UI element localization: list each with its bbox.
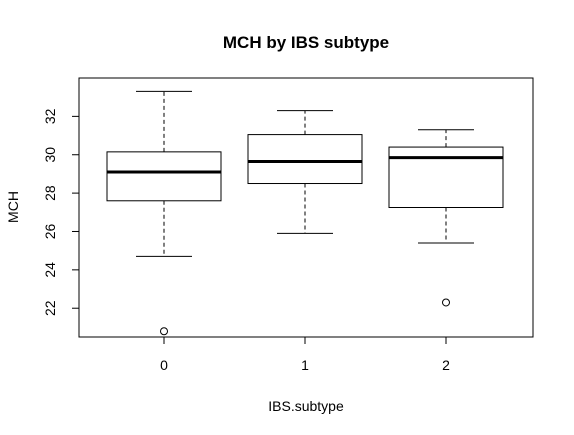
box-group-1	[247, 110, 363, 234]
box-iqr	[247, 134, 363, 185]
outlier-point	[160, 327, 168, 336]
x-tick-label: 1	[301, 357, 309, 373]
outlier-point	[442, 298, 450, 307]
x-axis: 0 1 2	[160, 336, 450, 373]
y-tick-label: 32	[42, 108, 58, 124]
y-tick-label: 26	[42, 223, 58, 239]
y-tick-label: 24	[42, 262, 58, 278]
box-series	[106, 90, 504, 336]
y-tick-label: 28	[42, 185, 58, 201]
y-tick-label: 22	[42, 300, 58, 316]
box-iqr	[106, 151, 222, 202]
y-axis: 22 24 26 28 30 32	[42, 108, 80, 316]
y-tick-label: 30	[42, 147, 58, 163]
box-iqr	[388, 146, 504, 208]
x-tick-label: 0	[160, 357, 168, 373]
x-tick-label: 2	[442, 357, 450, 373]
x-axis-label: IBS.subtype	[268, 398, 344, 414]
box-group-0	[106, 90, 222, 336]
chart-title: MCH by IBS subtype	[223, 33, 389, 52]
y-axis-label: MCH	[5, 191, 21, 223]
box-group-2	[388, 129, 504, 307]
